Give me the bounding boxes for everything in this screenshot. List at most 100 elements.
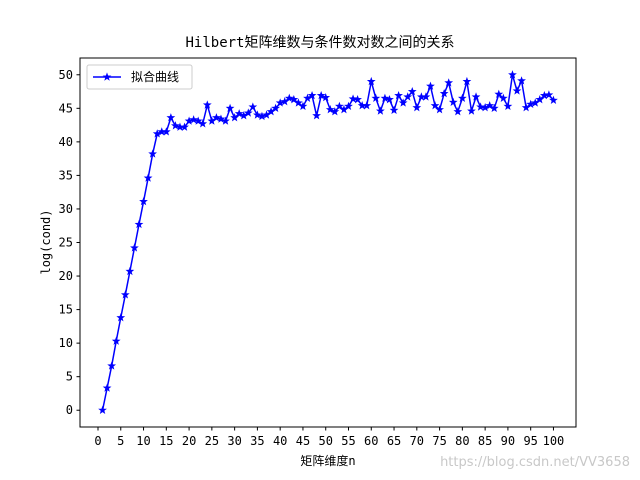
x-tick-label: 75 [432, 434, 446, 448]
data-point-marker [275, 98, 285, 107]
y-tick-label: 30 [59, 202, 73, 216]
data-point-marker [426, 81, 435, 90]
data-point-marker [139, 196, 148, 206]
x-tick-label: 90 [501, 434, 515, 448]
data-point-marker [120, 290, 130, 299]
data-point-marker [407, 86, 417, 96]
data-point-marker [152, 129, 162, 138]
watermark-text: https://blog.csdn.net/VV3658 [440, 455, 630, 470]
data-point-marker [161, 127, 171, 136]
y-tick-label: 0 [66, 403, 73, 417]
data-point-marker [467, 106, 476, 115]
data-point-marker [207, 116, 217, 125]
data-point-marker [362, 101, 372, 110]
data-point-marker [535, 95, 545, 104]
y-tick-label: 10 [59, 336, 73, 350]
y-tick-label: 5 [66, 370, 73, 384]
data-point-marker [380, 93, 390, 102]
data-point-marker [335, 101, 344, 111]
y-axis-label: log(cond) [39, 209, 53, 274]
y-tick-label: 40 [59, 135, 73, 149]
data-point-marker [243, 108, 253, 117]
legend-star-marker [102, 72, 112, 81]
data-point-marker [225, 103, 235, 113]
x-tick-label: 15 [159, 434, 173, 448]
x-tick-label: 40 [273, 434, 287, 448]
series-layer [98, 70, 558, 414]
data-point-marker [130, 243, 139, 252]
x-tick-label: 70 [410, 434, 424, 448]
data-point-marker [193, 116, 203, 125]
data-point-marker [298, 101, 308, 111]
data-point-marker [289, 95, 299, 104]
data-point-marker [353, 95, 362, 104]
data-point-marker [521, 103, 531, 112]
data-point-marker [421, 92, 431, 101]
x-axis-ticks: 0 5 10 15 20 25 30 35 40 45 50 55 60 65 70 75 80 85 90 95 10… [94, 427, 564, 448]
data-point-marker [98, 405, 107, 414]
data-point-marker [489, 103, 499, 113]
x-tick-label: 30 [227, 434, 241, 448]
chart-title: Hilbert矩阵维数与条件数对数之间的关系 [185, 34, 454, 51]
data-point-marker [257, 111, 267, 121]
x-tick-label: 95 [523, 434, 537, 448]
data-point-marker [503, 101, 513, 111]
y-axis-ticks: 0 5 10 15 20 25 30 35 40 45 50 [59, 68, 80, 417]
data-point-marker [444, 78, 454, 87]
data-point-marker [366, 76, 376, 86]
data-point-marker [357, 101, 367, 110]
data-point-marker [530, 98, 540, 107]
data-point-marker [471, 92, 481, 101]
data-point-marker [494, 89, 504, 98]
data-point-marker [303, 93, 312, 102]
y-tick-label: 15 [59, 303, 73, 317]
legend-box [86, 64, 193, 90]
data-point-marker [517, 76, 526, 85]
data-point-marker [316, 90, 326, 100]
data-point-marker [321, 92, 331, 102]
data-point-marker [371, 93, 381, 102]
series-line [101, 74, 555, 411]
y-tick-label: 20 [59, 269, 73, 283]
data-point-marker [417, 92, 426, 101]
data-point-marker [202, 100, 212, 109]
data-point-marker [248, 102, 258, 111]
data-point-marker [216, 114, 226, 123]
data-point-marker [435, 105, 444, 114]
data-point-marker [239, 111, 249, 120]
data-point-marker [148, 149, 158, 158]
x-tick-label: 100 [543, 434, 565, 448]
data-point-marker [221, 116, 230, 125]
data-point-marker [412, 103, 422, 112]
data-point-marker [430, 101, 440, 110]
data-point-marker [189, 115, 199, 124]
x-tick-label: 35 [250, 434, 264, 448]
data-point-marker [389, 105, 399, 115]
data-point-marker [312, 111, 321, 120]
data-point-marker [198, 119, 208, 128]
data-point-marker [348, 94, 358, 103]
data-point-marker [480, 103, 490, 112]
data-point-marker [498, 93, 508, 102]
data-point-marker [184, 116, 194, 125]
data-point-marker [134, 219, 144, 229]
data-point-marker [271, 103, 280, 113]
x-tick-label: 80 [455, 434, 469, 448]
data-point-marker [234, 109, 244, 118]
data-point-marker [125, 266, 135, 276]
data-point-marker [175, 122, 185, 131]
y-tick-label: 35 [59, 168, 73, 182]
data-point-marker [453, 107, 463, 116]
data-point-marker [171, 121, 180, 130]
data-point-marker [549, 95, 558, 104]
data-point-marker [485, 101, 495, 110]
x-tick-label: 85 [478, 434, 492, 448]
data-point-marker [107, 361, 117, 370]
data-point-marker [253, 110, 262, 119]
data-point-marker [526, 99, 536, 109]
data-point-marker [212, 113, 221, 122]
data-point-marker [262, 110, 271, 119]
data-point-marker [280, 97, 290, 106]
y-tick-label: 50 [59, 68, 73, 82]
